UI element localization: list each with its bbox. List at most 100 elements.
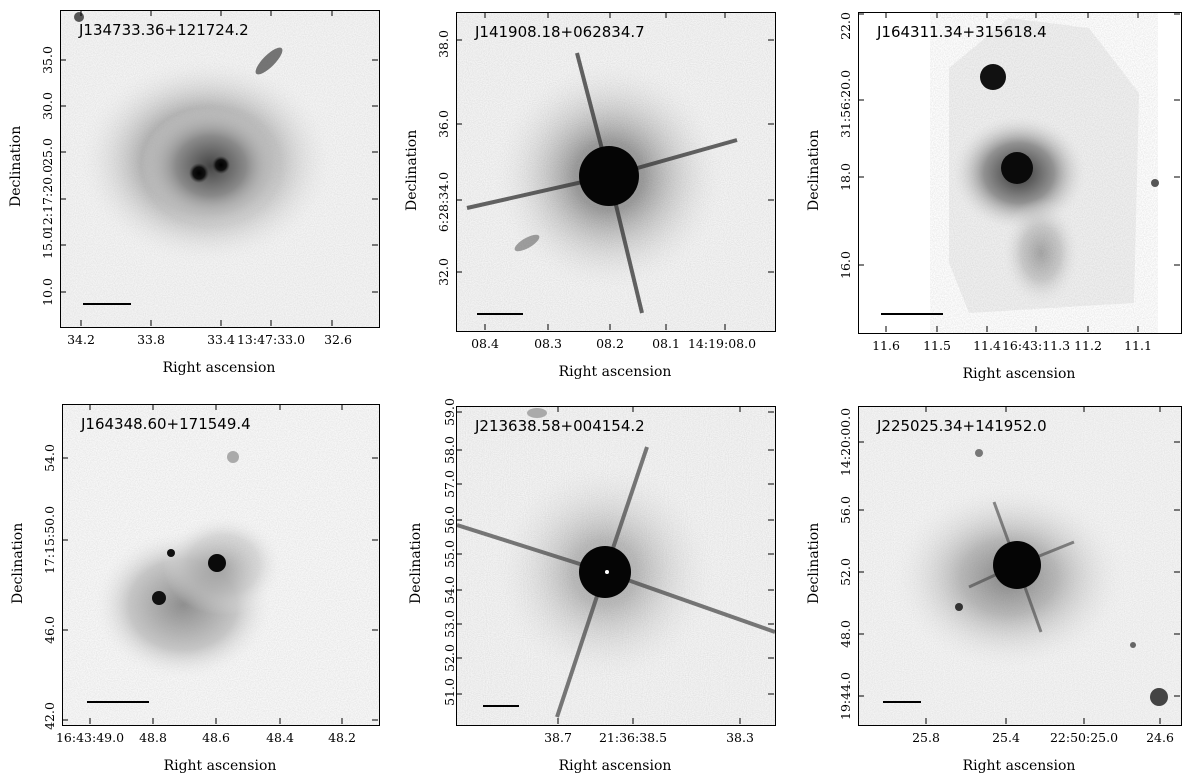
y-tick-label: 57.0 <box>442 470 457 498</box>
y-tick-label: 30.0 <box>40 92 55 120</box>
y-tick-label: 56.0 <box>838 496 853 524</box>
y-tick-label: 53.0 <box>442 610 457 638</box>
panel-2: J141908.18+062834.7 08.4 08.3 08.2 08.1 … <box>398 0 798 392</box>
x-tick-label: 48.4 <box>266 730 294 745</box>
scale-bar <box>883 701 921 703</box>
y-tick-label: 14:20:00.0 <box>838 407 853 477</box>
quasar-image <box>457 407 775 725</box>
y-tick-label: 31:56:20.0 <box>838 69 853 139</box>
x-tick-label: 32.6 <box>324 332 352 347</box>
x-tick-label: 25.4 <box>992 730 1020 745</box>
x-axis-label: Right ascension <box>162 360 276 376</box>
scale-bar <box>483 705 519 707</box>
y-tick-label: 36.0 <box>436 110 451 138</box>
y-tick-label: 16.0 <box>838 251 853 279</box>
image-frame: J164348.60+171549.4 <box>62 404 380 726</box>
x-tick-label: 14:19:08.0 <box>687 336 757 351</box>
galaxy-image <box>61 11 379 327</box>
x-tick-label: 08.3 <box>534 336 562 351</box>
image-frame: J134733.36+121724.2 <box>60 10 380 328</box>
panel-1: J134733.36+121724.2 34.2 33.8 33.4 13:47… <box>0 0 400 392</box>
y-tick-label: 17:15:50.0 <box>42 505 57 575</box>
image-frame: J141908.18+062834.7 <box>456 12 776 332</box>
y-tick-label: 54.0 <box>42 444 57 472</box>
x-tick-label: 33.4 <box>207 332 235 347</box>
y-tick-label: 51.0 <box>442 678 457 706</box>
y-axis-label: Declination <box>8 125 24 207</box>
scale-bar <box>477 313 523 315</box>
x-tick-label: 11.5 <box>923 338 951 353</box>
image-frame: J225025.34+141952.0 <box>858 406 1182 726</box>
quasar-image <box>457 13 775 331</box>
y-axis-label: Declination <box>806 129 822 211</box>
x-tick-label: 38.7 <box>544 730 572 745</box>
image-frame: J213638.58+004154.2 <box>456 406 776 726</box>
x-tick-label: 48.6 <box>202 730 230 745</box>
x-tick-label: 16:43:49.0 <box>55 730 125 745</box>
y-tick-label: 10.0 <box>40 278 55 306</box>
x-axis-label: Right ascension <box>962 758 1076 774</box>
x-axis-label: Right ascension <box>163 758 277 774</box>
y-tick-label: 32.0 <box>436 258 451 286</box>
object-label: J134733.36+121724.2 <box>79 21 249 39</box>
scale-bar <box>87 701 149 703</box>
x-tick-label: 48.2 <box>328 730 356 745</box>
x-axis-label: Right ascension <box>558 758 672 774</box>
scale-bar <box>881 313 943 315</box>
y-tick-label: 58.0 <box>442 436 457 464</box>
y-tick-label: 42.0 <box>42 702 57 730</box>
x-tick-label: 33.8 <box>137 332 165 347</box>
panel-3: J164311.34+315618.4 11.6 11.5 11.4 16:43… <box>798 0 1198 392</box>
y-tick-label: 12:17:20.0 <box>40 164 55 234</box>
y-tick-label: 22.0 <box>838 12 853 40</box>
x-tick-label: 11.4 <box>973 338 1001 353</box>
y-tick-label: 52.0 <box>442 644 457 672</box>
panel-5: J213638.58+004154.2 38.7 21:36:38.5 38.3… <box>398 392 798 784</box>
x-axis-label: Right ascension <box>962 366 1076 382</box>
quasar-host-image <box>859 407 1181 725</box>
y-tick-label: 18.0 <box>838 163 853 191</box>
object-label: J225025.34+141952.0 <box>877 417 1047 435</box>
y-tick-label: 55.0 <box>442 540 457 568</box>
x-tick-label: 11.2 <box>1074 338 1102 353</box>
y-tick-label: 46.0 <box>42 616 57 644</box>
y-axis-label: Declination <box>806 522 822 604</box>
y-tick-label: 15.0 <box>40 231 55 259</box>
x-tick-label: 08.2 <box>596 336 624 351</box>
x-axis-label: Right ascension <box>558 364 672 380</box>
x-tick-label: 22:50:25.0 <box>1049 730 1119 745</box>
y-tick-label: 35.0 <box>40 46 55 74</box>
panel-6: J225025.34+141952.0 25.8 25.4 22:50:25.0… <box>798 392 1198 784</box>
scale-bar <box>83 303 131 305</box>
object-label: J164348.60+171549.4 <box>81 415 251 433</box>
galaxy-image <box>63 405 379 725</box>
x-tick-label: 24.6 <box>1146 730 1174 745</box>
galaxy-pair-image <box>859 13 1181 333</box>
x-tick-label: 11.6 <box>872 338 900 353</box>
x-tick-label: 21:36:38.5 <box>598 730 668 745</box>
y-axis-label: Declination <box>10 522 26 604</box>
x-tick-label: 16:43:11.3 <box>1001 338 1071 353</box>
x-tick-label: 11.1 <box>1124 338 1152 353</box>
y-tick-label: 19:44.0 <box>838 672 853 720</box>
object-label: J164311.34+315618.4 <box>877 23 1047 41</box>
y-axis-label: Declination <box>408 522 424 604</box>
y-tick-label: 59.0 <box>442 398 457 426</box>
x-tick-label: 38.3 <box>726 730 754 745</box>
y-tick-label: 56.0 <box>442 506 457 534</box>
y-tick-label: 52.0 <box>838 558 853 586</box>
x-tick-label: 13:47:33.0 <box>236 332 306 347</box>
object-label: J213638.58+004154.2 <box>475 417 645 435</box>
image-frame: J164311.34+315618.4 <box>858 12 1182 334</box>
y-axis-label: Declination <box>404 129 420 211</box>
y-tick-label: 38.0 <box>436 30 451 58</box>
object-label: J141908.18+062834.7 <box>475 23 645 41</box>
y-tick-label: 54.0 <box>442 576 457 604</box>
x-tick-label: 48.8 <box>139 730 167 745</box>
y-tick-label: 48.0 <box>838 620 853 648</box>
x-tick-label: 25.8 <box>912 730 940 745</box>
panel-4: J164348.60+171549.4 16:43:49.0 48.8 48.6… <box>0 392 400 784</box>
x-tick-label: 08.4 <box>471 336 499 351</box>
x-tick-label: 34.2 <box>67 332 95 347</box>
y-tick-label: 25.0 <box>40 138 55 166</box>
